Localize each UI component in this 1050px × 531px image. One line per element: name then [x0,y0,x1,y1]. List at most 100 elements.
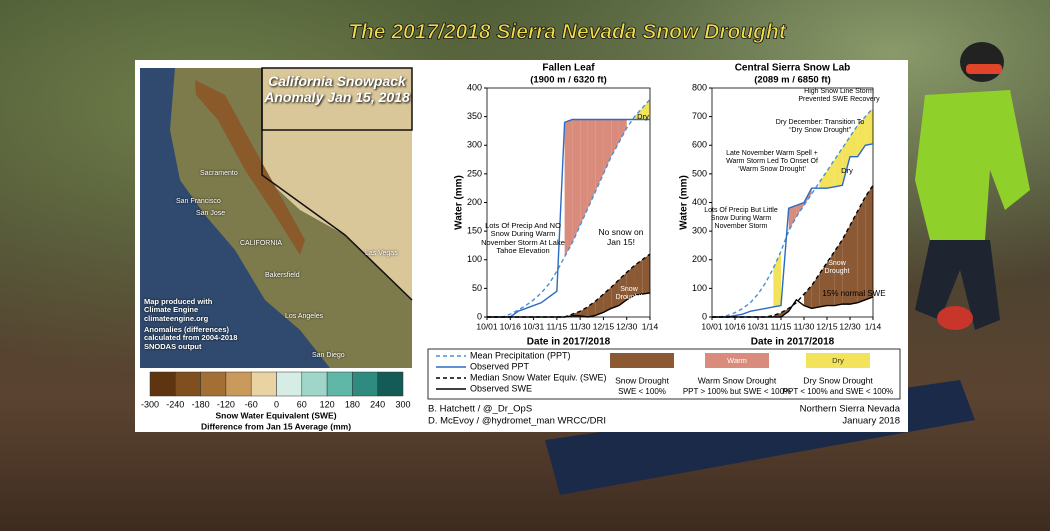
y-tick-label: 350 [467,111,482,121]
y-tick-label: 0 [702,311,707,321]
colorbar-tick-label: 120 [320,399,335,409]
legend-drought-swatch [806,353,870,368]
place-label: Sacramento [200,170,238,177]
y-tick-label: 0 [477,311,482,321]
region-fill [804,285,812,309]
x-tick-label: 1/14 [865,321,882,331]
x-tick-label: 12/30 [616,321,638,331]
colorbar-title: Snow Water Equivalent (SWE) [215,410,336,420]
place-label: Los Angeles [285,313,324,320]
annotation: 15% normal SWE [822,289,886,298]
colorbar-box [301,371,328,397]
legend-label: Median Snow Water Equiv. (SWE) [470,372,607,382]
colorbar-box [175,371,201,397]
colorbar-tick-label: 240 [370,399,385,409]
y-tick-label: 700 [692,111,707,121]
series-line [712,296,874,318]
legend-label: Observed SWE [470,383,532,393]
region-fill [857,196,866,303]
series-line [712,107,874,318]
y-tick-label: 200 [467,197,482,207]
x-axis-label: Date in 2017/2018 [751,337,835,348]
colorbar-tick-label: 180 [345,399,360,409]
legend-label: Mean Precipitation (PPT) [470,350,571,360]
colorbar-box [200,371,227,397]
region-fill [850,211,858,305]
x-tick-label: 11/15 [547,321,568,331]
annotation: Warm [777,195,797,204]
y-tick-label: 500 [692,168,707,178]
series-line [487,98,651,318]
region-fill [834,239,843,306]
region-fill [850,125,858,157]
y-tick-label: 200 [692,254,707,264]
annotation: Lots Of Precip And NO Snow During Warm N… [481,221,565,256]
region-fill [564,119,573,257]
x-tick-label: 12/15 [593,321,615,331]
colorbar-box [225,371,252,397]
annotation: Late November Warm Spell + Warm Storm Le… [726,150,818,173]
credit: D. McEvoy / @hydromet_man WRCC/DRI [428,416,606,427]
map-title: California Snowpack Anomaly Jan 15, 2018 [264,73,410,105]
region-fill [857,116,866,157]
y-tick-label: 50 [472,283,482,293]
legend-box-label: Dry [832,356,844,365]
colorbar-tick-label: -300 [141,399,159,409]
colorbar-tick-label: 300 [395,399,410,409]
y-tick-label: 300 [467,140,482,150]
region-fill [865,108,873,146]
legend-drought-name: Warm Snow Drought [698,375,777,385]
colorbar-tick-label: 60 [297,399,307,409]
place-label: Bakersfield [265,272,300,279]
credit: Northern Sierra Nevada [800,404,901,415]
region-fill [611,279,619,309]
region-fill [580,306,588,317]
y-axis-label: Water (mm) [454,175,465,230]
x-tick-label: 11/15 [771,321,792,331]
colorbar-tick-label: 0 [274,399,279,409]
credit: B. Hatchett / @_Dr_OpS [428,404,532,415]
y-tick-label: 300 [692,226,707,236]
place-label: San Jose [196,210,226,217]
region-fill [642,254,650,295]
colorbar-subtitle: Difference from Jan 15 Average (mm) [201,421,351,431]
region-fill [618,272,627,306]
x-tick-label: 10/01 [701,321,723,331]
x-axis-label: Date in 2017/2018 [527,337,611,348]
chart-title: Fallen Leaf [542,63,595,74]
region-fill [634,259,643,296]
colorbar-tick-label: -180 [192,399,210,409]
y-tick-label: 100 [467,254,482,264]
y-tick-label: 150 [467,226,482,236]
annotation: No snow on Jan 15! [598,227,644,247]
x-tick-label: 10/16 [500,321,522,331]
region-fill [587,119,596,209]
region-fill [611,119,619,157]
region-fill [842,225,850,305]
place-label: Las Vegas [365,250,398,257]
colorbar-box [377,371,404,397]
legend-box-label: Warm [727,356,747,365]
legend-drought-condition: PPT > 100% but SWE < 100% [683,387,791,396]
region-fill [618,119,627,143]
series-line [487,292,651,318]
chart-subtitle: (2089 m / 6850 ft) [754,75,831,86]
y-tick-label: 250 [467,168,482,178]
region-fill [819,171,827,189]
chart-title: Central Sierra Snow Lab [735,63,851,74]
colorbar-box [149,371,176,397]
x-tick-label: 10/01 [476,321,498,331]
annotation: Snow Drought! [615,286,643,301]
place-label: CALIFORNIA [240,240,283,247]
legend-drought-name: Snow Drought [615,375,670,385]
colorbar-tick-label: -240 [166,399,184,409]
region-fill [842,136,850,186]
map-note: Anomalies (differences) calculated from … [144,325,238,351]
x-tick-label: 12/30 [839,321,861,331]
legend-label: Observed PPT [470,361,530,371]
skier [915,42,1030,330]
map [140,67,413,368]
region-fill [595,119,604,192]
